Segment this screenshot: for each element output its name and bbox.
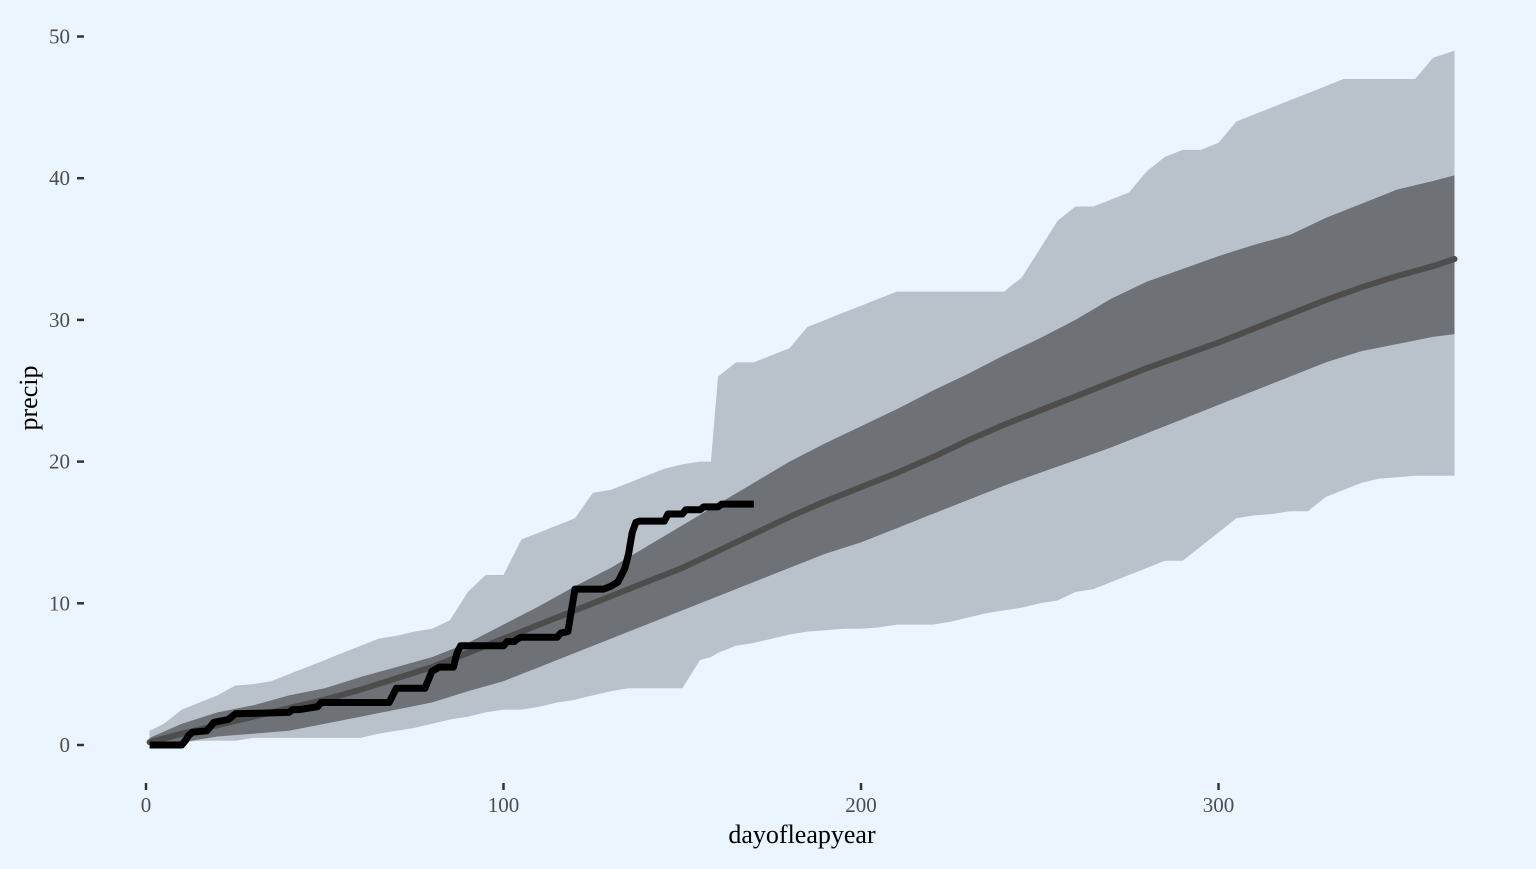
y-tick-label: 10 xyxy=(49,591,70,615)
x-tick-label: 100 xyxy=(488,793,520,817)
y-tick-label: 20 xyxy=(49,450,70,474)
y-tick-label: 40 xyxy=(49,166,70,190)
inner-band-area xyxy=(149,175,1455,745)
y-tick-label: 50 xyxy=(49,25,70,49)
y-axis-title: precip xyxy=(14,366,43,431)
y-tick-label: 0 xyxy=(60,733,71,757)
plot-area xyxy=(146,50,1458,749)
x-axis-title: dayofleapyear xyxy=(728,820,876,849)
median-line xyxy=(146,256,1458,746)
axes: 0 10 20 30 40 50 0 100 200 300 xyxy=(49,25,1234,818)
x-tick-label: 200 xyxy=(845,793,877,817)
observed-line xyxy=(149,500,754,749)
x-tick-label: 300 xyxy=(1203,793,1235,817)
y-tick-label: 30 xyxy=(49,308,70,332)
outer-band-area xyxy=(149,50,1455,745)
x-tick-label: 0 xyxy=(141,793,152,817)
